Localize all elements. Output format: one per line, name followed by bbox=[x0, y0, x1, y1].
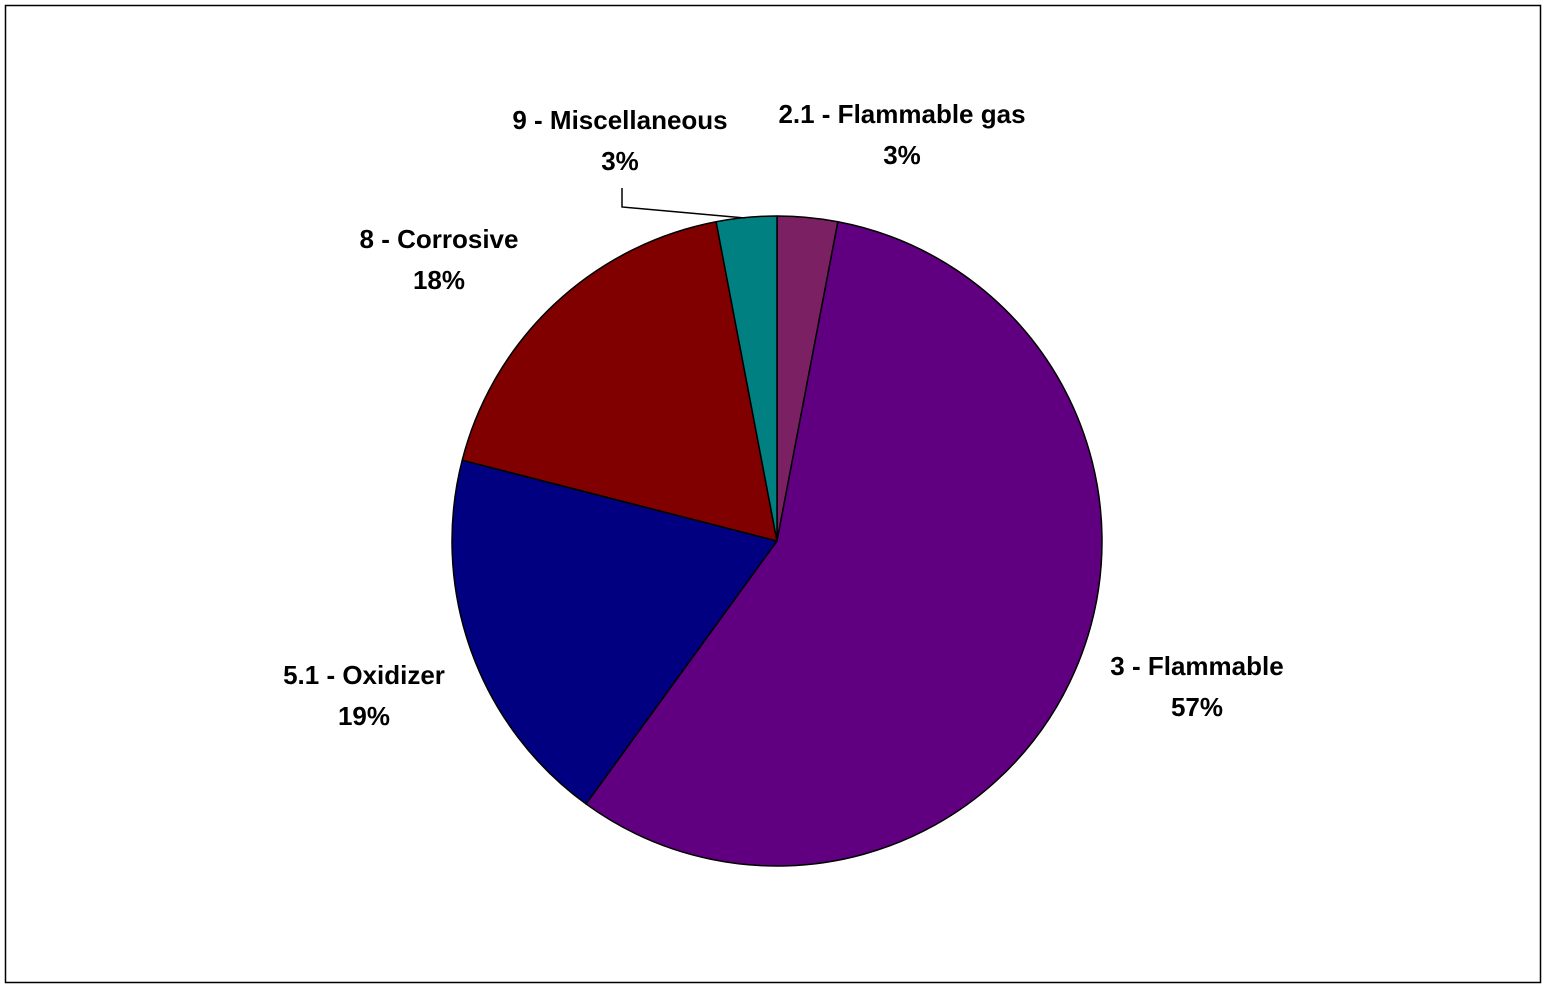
value-label: 3% bbox=[601, 146, 639, 176]
pie-slice bbox=[715, 215, 778, 542]
value-label: 18% bbox=[413, 265, 465, 295]
value-label: 19% bbox=[338, 701, 390, 731]
pie-slice bbox=[461, 221, 778, 542]
pie-slice bbox=[451, 459, 778, 805]
value-label: 3% bbox=[883, 140, 921, 170]
pie-slice bbox=[585, 221, 1103, 867]
category-label: 9 - Miscellaneous bbox=[512, 105, 727, 135]
value-label: 57% bbox=[1171, 692, 1223, 722]
category-label: 8 - Corrosive bbox=[360, 224, 519, 254]
leader-line bbox=[621, 188, 746, 219]
category-label: 3 - Flammable bbox=[1110, 651, 1283, 681]
category-label: 5.1 - Oxidizer bbox=[283, 660, 445, 690]
category-label: 2.1 - Flammable gas bbox=[778, 99, 1025, 129]
data-labels: 2.1 - Flammable gas 3% 3 - Flammable 57% 5.1… bbox=[283, 99, 1284, 731]
pie bbox=[451, 215, 1103, 867]
